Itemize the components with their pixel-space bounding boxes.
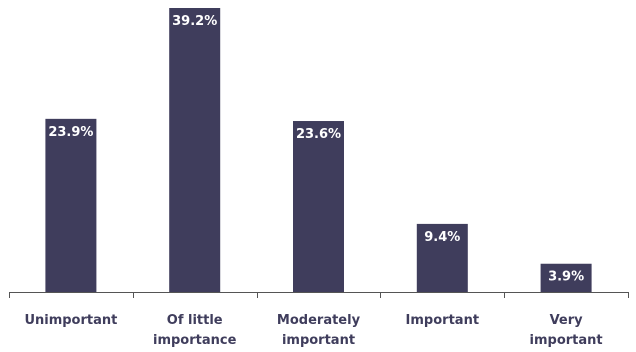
category-label-line: Very <box>550 313 584 328</box>
bar <box>416 223 468 292</box>
category-label: Unimportant <box>24 313 117 328</box>
bar <box>293 121 344 292</box>
category-label-line: importance <box>153 333 237 348</box>
category-label-line: Unimportant <box>24 313 117 328</box>
category-label: Of little importance <box>153 313 237 348</box>
x-axis-ticks <box>9 292 629 298</box>
category-label: Important <box>406 313 480 328</box>
bar <box>169 8 221 292</box>
bar <box>540 263 592 292</box>
category-label-line: Moderately <box>277 313 361 328</box>
bar-value-label: 9.4% <box>424 230 460 245</box>
bar-value-label: 3.9% <box>548 270 584 285</box>
category-label-line: important <box>530 333 603 348</box>
bar-value-label: 23.9% <box>48 125 93 140</box>
bar-value-label: 23.6% <box>296 127 341 142</box>
bar <box>45 118 97 292</box>
category-label-line: important <box>282 333 355 348</box>
value-labels-group: 23.9% 39.2% 23.6% 9.4% 3.9% <box>48 14 584 285</box>
category-labels-group: Unimportant Of little importance Moderately… <box>24 313 602 348</box>
bar-value-label: 39.2% <box>172 14 217 29</box>
category-label-line: Important <box>406 313 480 328</box>
bars-group <box>45 8 592 292</box>
category-label-line: Of little <box>167 313 223 328</box>
category-label: Very important <box>530 313 603 348</box>
category-label: Moderately important <box>277 313 361 348</box>
